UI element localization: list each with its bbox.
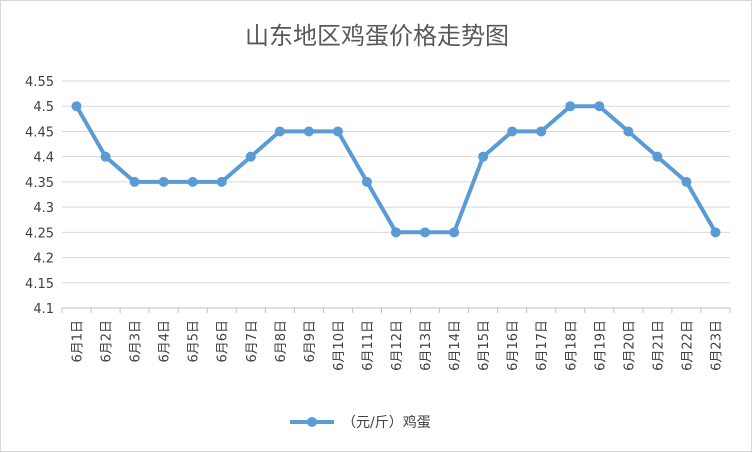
y-tick-label: 4.55 [25, 75, 54, 90]
data-point [536, 126, 547, 137]
x-tick-label: 6月1日 [71, 320, 86, 363]
x-axis-ticks: 6月1日 6月2日 6月3日 6月4日 6月5日 6月6日 6月7日 6月8日 6月9日 6月10… [71, 320, 725, 371]
y-tick-label: 4.1 [33, 302, 54, 317]
data-point [71, 101, 82, 112]
x-axis [61, 307, 731, 313]
x-tick-label: 6月11日 [361, 320, 376, 371]
data-point [129, 176, 140, 187]
series-group [71, 101, 721, 238]
y-axis-ticks: 4.55 4.5 4.45 4.4 4.35 4.3 4.25 4.2 4.15 4.1 [25, 75, 54, 317]
x-tick-label: 6月2日 [100, 320, 115, 363]
y-tick-label: 4.25 [25, 226, 54, 241]
x-tick-label: 6月21日 [651, 320, 666, 371]
x-tick-label: 6月6日 [216, 320, 231, 363]
data-point [158, 176, 169, 187]
data-point [681, 176, 692, 187]
data-point [187, 176, 198, 187]
y-tick-label: 4.4 [33, 151, 54, 166]
x-tick-label: 6月19日 [593, 320, 608, 371]
x-tick-label: 6月7日 [245, 320, 260, 363]
y-tick-label: 4.2 [33, 252, 54, 267]
series-line [74, 104, 718, 235]
x-tick-label: 6月3日 [129, 320, 144, 363]
x-tick-label: 6月22日 [680, 320, 695, 371]
x-tick-label: 6月8日 [274, 320, 289, 363]
data-point [507, 126, 518, 137]
y-tick-label: 4.45 [25, 125, 54, 140]
x-tick-label: 6月17日 [535, 320, 550, 371]
x-tick-label: 6月5日 [187, 320, 202, 363]
y-tick-label: 4.5 [33, 100, 54, 115]
data-point [710, 227, 721, 238]
x-tick-label: 6月20日 [622, 320, 637, 371]
legend-marker-swatch [307, 417, 317, 427]
chart-title: 山东地区鸡蛋价格走势图 [245, 22, 509, 50]
data-point [478, 151, 489, 162]
x-tick-label: 6月9日 [303, 320, 318, 363]
x-tick-label: 6月16日 [506, 320, 521, 371]
y-tick-label: 4.35 [25, 176, 54, 191]
data-point [361, 176, 372, 187]
data-point [216, 176, 227, 187]
legend: （元/斤）鸡蛋 [290, 414, 431, 431]
data-point [332, 126, 343, 137]
data-point [623, 126, 634, 137]
x-tick-label: 6月10日 [332, 320, 347, 371]
legend-label: （元/斤）鸡蛋 [342, 414, 431, 431]
x-tick-label: 6月12日 [390, 320, 405, 371]
x-tick-label: 6月23日 [709, 320, 724, 371]
x-tick-label: 6月4日 [158, 320, 173, 363]
data-point [100, 151, 111, 162]
x-tick-label: 6月14日 [448, 320, 463, 371]
y-tick-label: 4.15 [25, 277, 54, 292]
x-tick-label: 6月15日 [477, 320, 492, 371]
data-point [594, 101, 605, 112]
data-point [274, 126, 285, 137]
data-point [449, 227, 460, 238]
data-point [391, 227, 401, 238]
data-point [652, 151, 663, 162]
y-tick-label: 4.3 [33, 201, 54, 216]
data-point [303, 126, 314, 137]
data-point [245, 151, 256, 162]
data-point [420, 227, 431, 238]
data-point [565, 101, 576, 112]
x-tick-label: 6月13日 [419, 320, 434, 371]
x-tick-label: 6月18日 [564, 320, 579, 371]
